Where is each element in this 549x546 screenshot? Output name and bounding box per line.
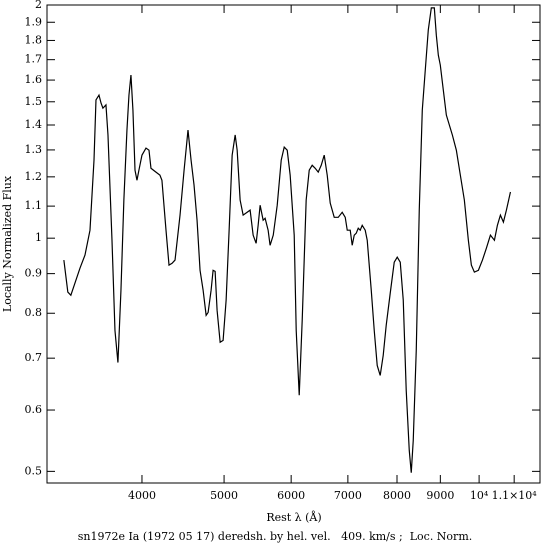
y-tick-label: 1.3 bbox=[25, 143, 43, 156]
y-tick-label: 0.7 bbox=[25, 351, 43, 364]
y-tick-label: 1.7 bbox=[25, 53, 43, 66]
y-tick-label: 1.4 bbox=[25, 118, 43, 131]
x-tick-label: 1.1×10⁴ bbox=[492, 489, 538, 502]
x-tick-label: 8000 bbox=[383, 489, 411, 502]
x-tick-label: 7000 bbox=[334, 489, 362, 502]
y-tick-label: 1.8 bbox=[25, 33, 43, 46]
y-tick-label: 0.8 bbox=[25, 306, 43, 319]
y-tick-label: 1.1 bbox=[25, 199, 43, 212]
x-tick-label: 6000 bbox=[277, 489, 305, 502]
x-tick-label: 4000 bbox=[128, 489, 156, 502]
y-tick-label: 0.9 bbox=[25, 267, 43, 280]
y-tick-label: 1.2 bbox=[25, 170, 43, 183]
y-tick-label: 1.5 bbox=[25, 95, 43, 108]
x-tick-label: 5000 bbox=[210, 489, 238, 502]
y-tick-label: 1 bbox=[35, 231, 42, 244]
y-tick-label: 1.9 bbox=[25, 15, 43, 28]
y-tick-label: 2 bbox=[35, 0, 42, 11]
y-tick-label: 0.5 bbox=[25, 464, 43, 477]
x-axis-label: Rest λ (Å) bbox=[266, 510, 321, 524]
chart-title: sn1972e Ia (1972 05 17) deredsh. by hel.… bbox=[78, 530, 473, 543]
spectrum-line bbox=[63, 7, 512, 473]
plot-frame bbox=[46, 4, 541, 484]
x-tick-label: 9000 bbox=[426, 489, 454, 502]
y-tick-label: 1.6 bbox=[25, 73, 43, 86]
y-axis-label: Locally Normalized Flux bbox=[1, 175, 14, 312]
x-tick-label: 10⁴ bbox=[470, 489, 489, 502]
y-tick-label: 0.6 bbox=[25, 403, 43, 416]
